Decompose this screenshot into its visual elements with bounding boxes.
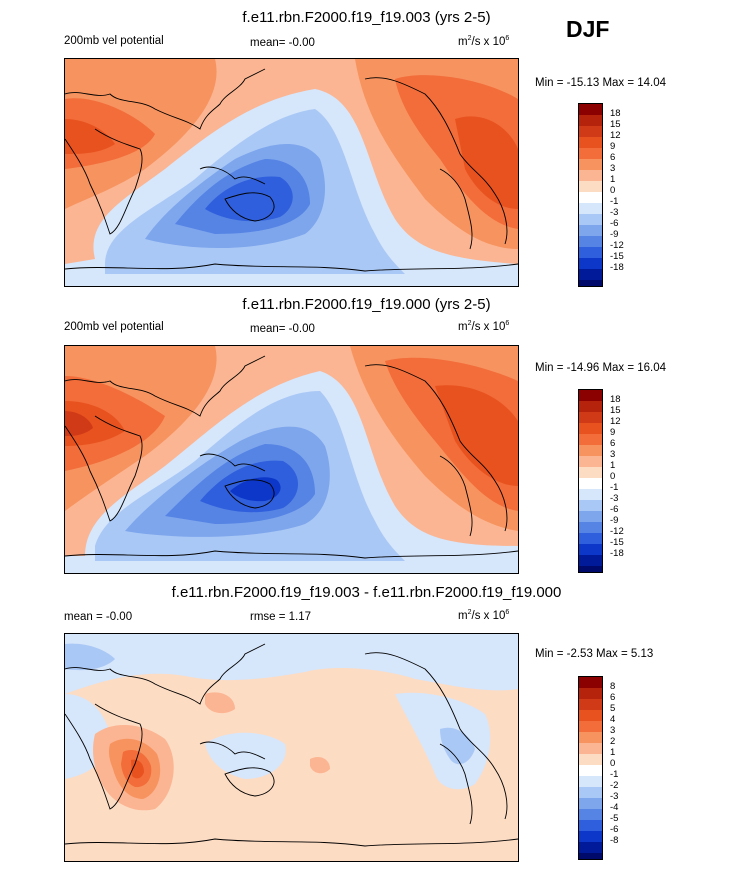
panel3-field-cool-north [65,634,518,694]
colorbar-tick-label: -15 [610,251,624,262]
colorbar-tick-label: 6 [610,692,616,703]
panel3-minmax-label: Min = -2.53 Max = 5.13 [535,648,654,660]
panel2-field-east-max [435,385,518,486]
colorbar-tick-label: -3 [610,207,619,218]
colorbar-tick-label: 0 [610,471,616,482]
panel3-rmse-label: rmse = 1.17 [250,611,312,623]
colorbar-tick-label: -8 [610,835,619,846]
panel3-title: f.e11.rbn.F2000.f19_f19.003 - f.e11.rbn.… [171,584,562,601]
colorbar-tick-label: -1 [610,769,619,780]
colorbar-tick-label: -6 [610,504,619,515]
panel1-mean-label: mean= -0.00 [250,37,315,49]
colorbar-tick-label: -1 [610,196,619,207]
colorbar-tick-label: -6 [610,218,619,229]
colorbar-tick-label: -3 [610,493,619,504]
panel2-variable-label: 200mb vel potential [64,321,164,333]
colorbar-tick-label: 1 [610,460,616,471]
panel3-coastlines [65,643,518,847]
panel1-field-west-max [65,119,115,154]
panel2-units-label: m2/s x 106 [458,320,510,333]
panel2-mean-label: mean= -0.00 [250,323,315,335]
colorbar-tick-label: -6 [610,824,619,835]
colorbar-tick-label: 12 [610,416,621,427]
colorbar-tick-label: -12 [610,526,624,537]
panel1-map [64,58,519,287]
colorbar-tick-label: -12 [610,240,624,251]
colorbar-tick-label: -5 [610,813,619,824]
colorbar-tick-label: 15 [610,119,621,130]
colorbar-tick-label: -9 [610,229,619,240]
colorbar-tick-label: 3 [610,725,616,736]
panel2-minmax-label: Min = -14.96 Max = 16.04 [535,362,667,374]
panel1-variable-label: 200mb vel potential [64,35,164,47]
panel1-units-label: m2/s x 106 [458,35,510,48]
panel3-field-warm-small [205,692,235,714]
colorbar-tick-label: -18 [610,262,624,273]
colorbar-tick-label: 2 [610,736,616,747]
colorbar-tick-label: -15 [610,537,624,548]
panel3-field-warm-4 [131,759,144,779]
colorbar-tick-label: 3 [610,449,616,460]
panel2-coastlines [65,355,518,559]
colorbar-tick-label: 1 [610,747,616,758]
panel1-field-cool-4 [205,176,293,222]
panel3-field-cool-mid [205,732,286,779]
colorbar-tick-label: 6 [610,152,616,163]
panel3-map [64,633,519,862]
panel2-map [64,345,519,574]
panel3-field-cool-nw [65,643,115,671]
panel2-title: f.e11.rbn.F2000.f19_f19.000 (yrs 2-5) [242,296,491,313]
colorbar-tick-label: 9 [610,141,616,152]
panel2-colorbar [578,389,603,573]
panel2-field-west-max [65,401,125,446]
season-label: DJF [566,16,610,42]
panel3-mean-label: mean = -0.00 [64,611,133,623]
colorbar-tick-label: 5 [610,703,616,714]
colorbar-tick-label: -2 [610,780,619,791]
panel1-field-east-max [455,116,518,209]
colorbar-tick-label: -18 [610,548,624,559]
colorbar-tick-label: -4 [610,802,619,813]
colorbar-tick-label: 8 [610,681,616,692]
panel1-colorbar [578,103,603,287]
panel3-colorbar [578,676,603,860]
colorbar-tick-label: 9 [610,427,616,438]
colorbar-tick-label: 15 [610,405,621,416]
panel3-units-label: m2/s x 106 [458,609,510,622]
colorbar-tick-label: -3 [610,791,619,802]
colorbar-tick-label: 1 [610,174,616,185]
colorbar-tick-label: -9 [610,515,619,526]
panel3-field-warm-small2 [310,757,330,774]
panel1-minmax-label: Min = -15.13 Max = 14.04 [535,77,667,89]
colorbar-tick-label: 0 [610,185,616,196]
colorbar-tick-label: 6 [610,438,616,449]
colorbar-tick-label: 18 [610,394,621,405]
colorbar-tick-label: 12 [610,130,621,141]
panel1-title: f.e11.rbn.F2000.f19_f19.003 (yrs 2-5) [242,9,491,26]
colorbar-tick-label: -1 [610,482,619,493]
colorbar-tick-label: 3 [610,163,616,174]
panel2-field-west-peak [65,411,93,436]
panel1-coastlines [65,68,518,272]
colorbar-tick-label: 18 [610,108,621,119]
colorbar-tick-label: 0 [610,758,616,769]
colorbar-tick-label: 4 [610,714,616,725]
